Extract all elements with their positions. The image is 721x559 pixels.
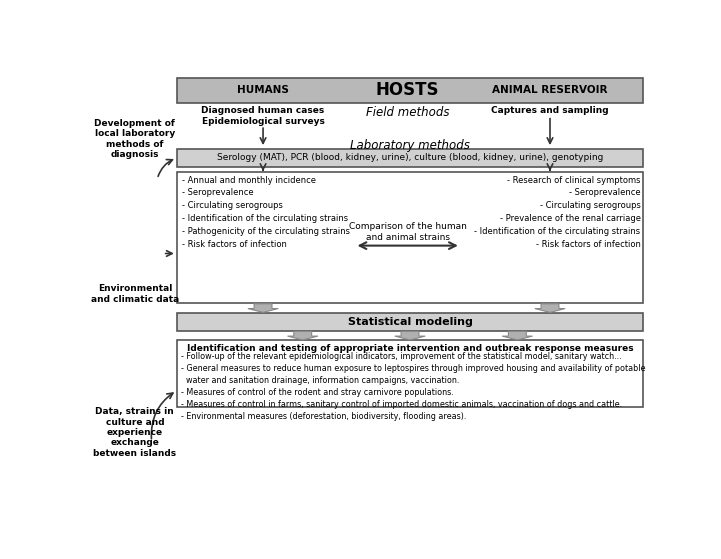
Text: - Research of clinical symptoms
- Seroprevalence
- Circulating serogroups
- Prev: - Research of clinical symptoms - Seropr… [474, 176, 640, 249]
Text: HUMANS: HUMANS [237, 86, 289, 96]
FancyArrow shape [535, 304, 565, 312]
Text: Laboratory methods: Laboratory methods [350, 139, 470, 153]
FancyArrow shape [395, 331, 425, 340]
Bar [177, 149, 643, 167]
FancyArrow shape [288, 331, 318, 340]
Bar [177, 340, 643, 407]
Text: Captures and sampling: Captures and sampling [491, 106, 609, 115]
Bar [177, 313, 643, 331]
Text: Statistical modeling: Statistical modeling [348, 317, 472, 327]
Text: ANIMAL RESERVOIR: ANIMAL RESERVOIR [492, 86, 608, 96]
Bar [177, 78, 643, 103]
Text: - Follow-up of the relevant epidemiological indicators, improvement of the stati: - Follow-up of the relevant epidemiologi… [181, 352, 646, 421]
Text: Field methods: Field methods [366, 106, 449, 119]
Text: Data, strains in
culture and
experience
exchange
between islands: Data, strains in culture and experience … [93, 407, 177, 458]
Text: Diagnosed human cases
Epidemiological surveys: Diagnosed human cases Epidemiological su… [201, 106, 324, 126]
Text: Development of
local laboratory
methods of
diagnosis: Development of local laboratory methods … [94, 119, 175, 159]
Text: Identification and testing of appropriate intervention and outbreak response mea: Identification and testing of appropriat… [187, 344, 633, 353]
FancyArrow shape [248, 304, 278, 312]
FancyArrow shape [502, 331, 533, 340]
Text: Comparison of the human
and animal strains: Comparison of the human and animal strai… [349, 222, 466, 241]
Text: - Annual and monthly incidence
- Seroprevalence
- Circulating serogroups
- Ident: - Annual and monthly incidence - Seropre… [182, 176, 350, 249]
Text: HOSTS: HOSTS [376, 81, 439, 100]
Text: Serology (MAT), PCR (blood, kidney, urine), culture (blood, kidney, urine), geno: Serology (MAT), PCR (blood, kidney, urin… [217, 153, 603, 163]
Bar [177, 172, 643, 304]
Text: Environmental
and climatic data: Environmental and climatic data [91, 285, 179, 304]
